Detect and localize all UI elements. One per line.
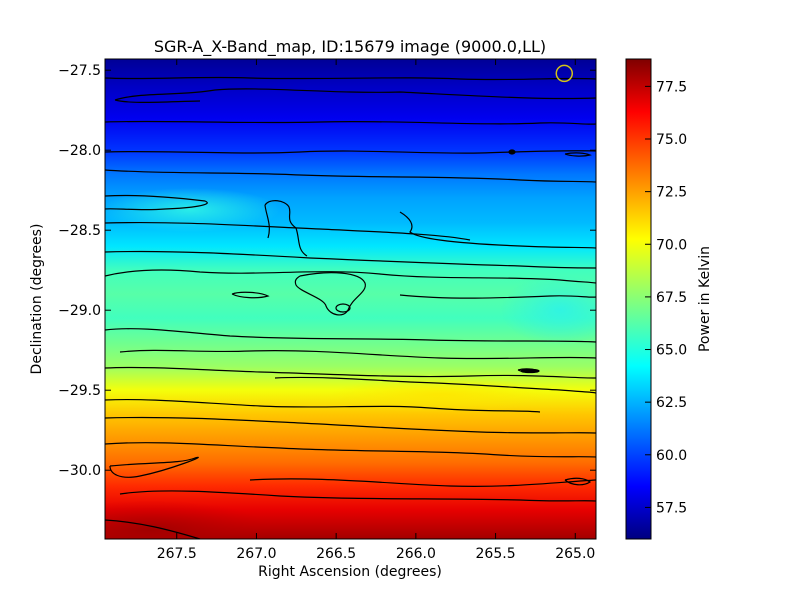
y-tick-label: −28.5 bbox=[58, 223, 101, 239]
y-tick-label: −29.0 bbox=[58, 303, 101, 319]
colorbar-tick-label: 65.0 bbox=[656, 343, 687, 359]
colorbar-tick-label: 67.5 bbox=[656, 290, 687, 306]
colorbar-gradient bbox=[626, 59, 651, 539]
colorbar-tick-label: 77.5 bbox=[656, 79, 687, 95]
colorbar-label: Power in Kelvin bbox=[697, 246, 713, 352]
colorbar-tick-label: 72.5 bbox=[656, 185, 687, 201]
x-tick-label: 265.0 bbox=[555, 546, 595, 562]
y-axis-label: Declination (degrees) bbox=[29, 224, 45, 375]
colorbar-tick-label: 60.0 bbox=[656, 448, 687, 464]
y-tick-label: −28.0 bbox=[58, 143, 101, 159]
x-tick-label: 265.5 bbox=[476, 546, 516, 562]
colorbar: 57.5 60.0 62.5 65.0 67.5 70.0 72.5 75.0 77.5 Pow… bbox=[626, 59, 713, 539]
x-tick-label: 267.5 bbox=[157, 546, 197, 562]
x-tick-label: 267.0 bbox=[236, 546, 276, 562]
colorbar-tick-label: 57.5 bbox=[656, 500, 687, 516]
colorbar-tick-label: 62.5 bbox=[656, 395, 687, 411]
x-tick-label: 266.0 bbox=[396, 546, 436, 562]
chart-figure: SGR-A_X-Band_map, ID:15679 image (9000.0… bbox=[0, 0, 800, 600]
y-tick-label: −27.5 bbox=[58, 63, 101, 79]
y-tick-label: −30.0 bbox=[58, 463, 101, 479]
colorbar-tick-label: 70.0 bbox=[656, 237, 687, 253]
y-tick-label: −29.5 bbox=[58, 383, 101, 399]
plot-area bbox=[30, 59, 620, 560]
chart-title: SGR-A_X-Band_map, ID:15679 image (9000.0… bbox=[154, 37, 546, 57]
x-tick-label: 266.5 bbox=[316, 546, 356, 562]
colorbar-tick-label: 75.0 bbox=[656, 132, 687, 148]
x-axis-label: Right Ascension (degrees) bbox=[258, 564, 442, 580]
